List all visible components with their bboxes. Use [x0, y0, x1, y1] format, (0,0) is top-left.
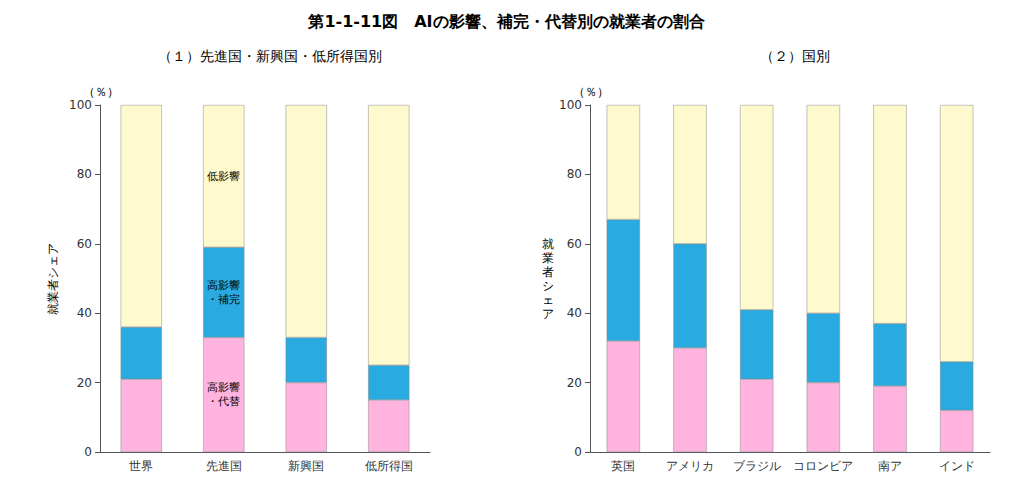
svg-text:新興国: 新興国 — [288, 459, 324, 473]
svg-text:就業者シェア: 就業者シェア — [46, 243, 60, 315]
svg-text:世界: 世界 — [129, 459, 153, 473]
svg-text:60: 60 — [77, 237, 92, 251]
svg-text:（％）: （％） — [573, 85, 609, 99]
svg-text:・代替: ・代替 — [207, 395, 240, 408]
svg-text:シ: シ — [542, 279, 554, 293]
svg-text:（１）先進国・新興国・低所得国別: （１）先進国・新興国・低所得国別 — [158, 48, 382, 64]
svg-text:100: 100 — [559, 98, 582, 112]
svg-text:80: 80 — [77, 167, 92, 181]
svg-text:20: 20 — [567, 376, 582, 390]
svg-text:南ア: 南ア — [878, 459, 902, 473]
svg-text:英国: 英国 — [611, 459, 635, 473]
svg-text:（％）: （％） — [83, 85, 119, 99]
svg-text:コロンビア: コロンビア — [793, 459, 853, 473]
svg-text:80: 80 — [567, 167, 582, 181]
svg-text:60: 60 — [567, 237, 582, 251]
svg-text:・補完: ・補完 — [207, 293, 240, 306]
svg-text:先進国: 先進国 — [206, 459, 242, 473]
svg-text:ア: ア — [542, 307, 554, 321]
svg-text:40: 40 — [567, 306, 582, 320]
svg-text:40: 40 — [77, 306, 92, 320]
svg-text:就: 就 — [542, 237, 554, 251]
svg-text:業: 業 — [542, 251, 554, 265]
svg-text:0: 0 — [84, 445, 92, 459]
svg-text:20: 20 — [77, 376, 92, 390]
svg-text:ブラジル: ブラジル — [733, 459, 781, 473]
svg-text:ェ: ェ — [542, 293, 554, 307]
svg-text:高影響: 高影響 — [207, 381, 240, 394]
svg-text:（２）国別: （２）国別 — [760, 48, 830, 64]
svg-text:者: 者 — [542, 265, 554, 279]
svg-text:100: 100 — [69, 98, 92, 112]
svg-text:インド: インド — [939, 459, 975, 473]
svg-text:低所得国: 低所得国 — [365, 459, 413, 473]
svg-text:0: 0 — [574, 445, 582, 459]
svg-text:低影響: 低影響 — [207, 170, 240, 183]
svg-text:アメリカ: アメリカ — [666, 459, 714, 473]
svg-text:高影響: 高影響 — [207, 279, 240, 292]
svg-text:第1-1-11図 AIの影響、補完・代替別の就業者の割合: 第1-1-11図 AIの影響、補完・代替別の就業者の割合 — [307, 12, 704, 31]
